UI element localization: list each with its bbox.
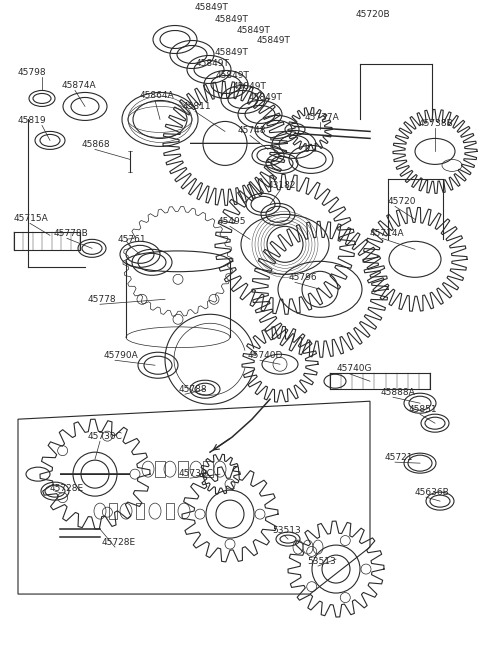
Text: 45849T: 45849T xyxy=(237,26,271,34)
Text: 45730C: 45730C xyxy=(88,432,123,441)
Bar xyxy=(178,461,188,477)
Text: 45495: 45495 xyxy=(218,217,247,226)
Text: 43182: 43182 xyxy=(268,181,297,190)
Text: 45748: 45748 xyxy=(238,127,266,135)
Bar xyxy=(166,503,174,519)
Text: 45849T: 45849T xyxy=(195,3,229,11)
Bar xyxy=(203,461,213,477)
Text: 45721: 45721 xyxy=(385,453,413,462)
Text: 45730C: 45730C xyxy=(179,469,214,478)
Text: 45796: 45796 xyxy=(289,273,318,282)
Text: 45864A: 45864A xyxy=(140,92,175,100)
Text: 53513: 53513 xyxy=(307,557,336,566)
Text: 45849T: 45849T xyxy=(249,94,283,102)
Bar xyxy=(109,503,117,519)
Text: 45849T: 45849T xyxy=(216,71,250,80)
Text: 45849T: 45849T xyxy=(215,49,249,57)
Text: 45790A: 45790A xyxy=(104,351,139,360)
Text: 45720B: 45720B xyxy=(356,9,391,18)
Bar xyxy=(136,503,144,519)
Text: 45636B: 45636B xyxy=(415,488,450,497)
Text: 45811: 45811 xyxy=(183,102,212,111)
Text: 45851: 45851 xyxy=(409,405,438,415)
Text: 45778: 45778 xyxy=(88,295,117,304)
Text: 45849T: 45849T xyxy=(257,36,291,45)
Text: 45788: 45788 xyxy=(179,386,208,394)
Text: 45720: 45720 xyxy=(388,197,417,206)
Text: 45888A: 45888A xyxy=(381,388,416,397)
Text: 45738B: 45738B xyxy=(419,119,454,129)
Text: 45849T: 45849T xyxy=(196,59,230,69)
Text: 45740G: 45740G xyxy=(337,364,372,373)
Text: 45737A: 45737A xyxy=(305,113,340,123)
Text: 45761: 45761 xyxy=(118,235,146,244)
Text: 45868: 45868 xyxy=(82,140,110,150)
Text: 45715A: 45715A xyxy=(14,214,49,223)
Text: 53513: 53513 xyxy=(272,526,301,535)
Text: 45874A: 45874A xyxy=(62,82,96,90)
Bar xyxy=(155,461,165,477)
Text: 45798: 45798 xyxy=(18,69,47,78)
Text: 45714A: 45714A xyxy=(370,229,405,239)
Text: 45740D: 45740D xyxy=(248,351,283,360)
Text: 45728E: 45728E xyxy=(50,484,84,493)
Text: 45819: 45819 xyxy=(18,117,47,125)
Text: 45849T: 45849T xyxy=(233,82,267,92)
Text: 45728E: 45728E xyxy=(102,538,136,547)
Text: 45849T: 45849T xyxy=(215,14,249,24)
Text: 45778B: 45778B xyxy=(54,229,89,239)
